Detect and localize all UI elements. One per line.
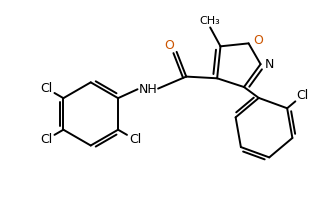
Text: O: O (164, 38, 174, 51)
Text: N: N (265, 58, 274, 71)
Text: Cl: Cl (296, 89, 309, 102)
Text: CH₃: CH₃ (200, 16, 220, 26)
Text: Cl: Cl (40, 133, 52, 146)
Text: Cl: Cl (40, 82, 52, 95)
Text: NH: NH (139, 83, 157, 96)
Text: Cl: Cl (129, 133, 141, 146)
Text: O: O (253, 34, 263, 47)
